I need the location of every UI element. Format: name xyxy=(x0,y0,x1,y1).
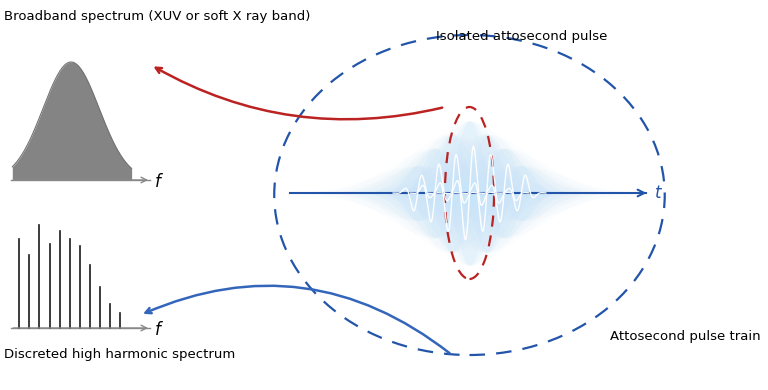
Text: f: f xyxy=(154,321,161,339)
Text: f: f xyxy=(154,173,161,191)
Text: Broadband spectrum (XUV or soft X ray band): Broadband spectrum (XUV or soft X ray ba… xyxy=(5,10,311,23)
Text: Attosecond pulse train: Attosecond pulse train xyxy=(610,330,760,343)
Text: Isolated attosecond pulse: Isolated attosecond pulse xyxy=(436,30,607,43)
Text: t: t xyxy=(654,184,661,202)
Text: Discreted high harmonic spectrum: Discreted high harmonic spectrum xyxy=(5,348,236,361)
